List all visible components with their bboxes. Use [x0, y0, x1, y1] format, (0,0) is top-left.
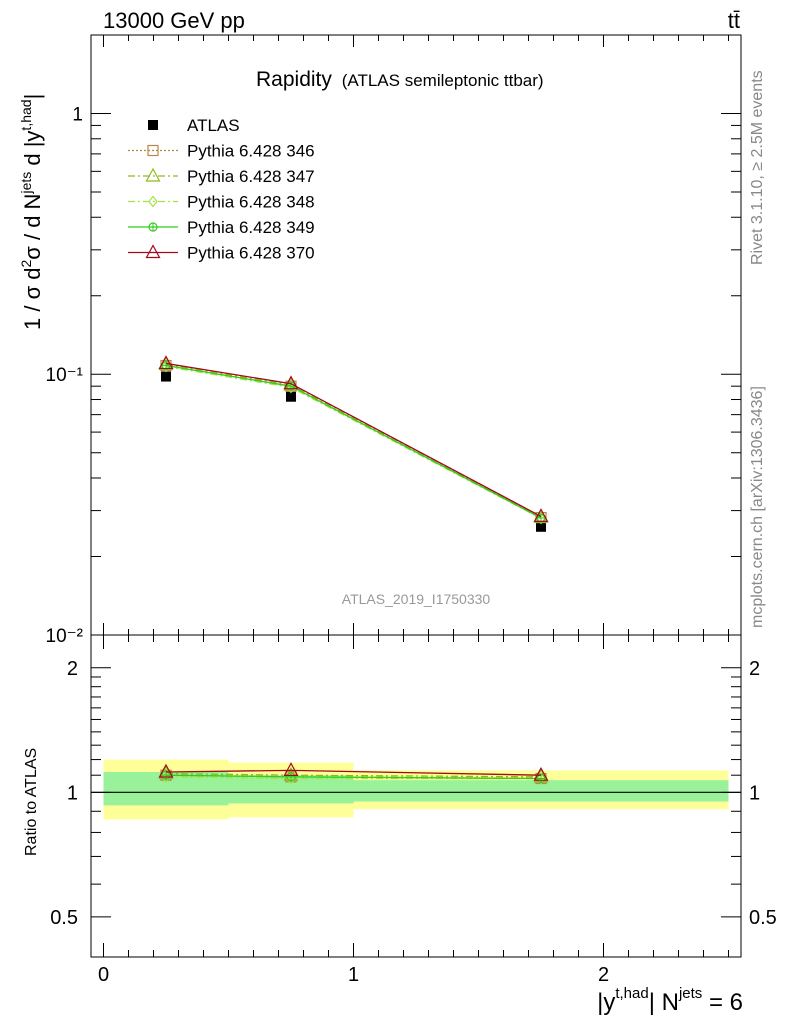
mcplots-site-label: mcplots.cern.ch [arXiv:1306.3436]: [749, 386, 766, 628]
stat-uncertainty-band: [353, 780, 729, 802]
legend-marker: [145, 167, 161, 182]
series-line: [165, 363, 542, 518]
y-tick-label: 10⁻¹: [46, 365, 84, 386]
x-tick-label: 2: [598, 964, 609, 986]
series-4: [161, 360, 546, 523]
ratio-y-tick-label-right: 1: [749, 782, 760, 804]
plot-title-main: Rapidity: [256, 68, 332, 91]
main-panel: 10⁻² 10⁻¹ 1 Rapidity (ATLAS semileptonic t…: [46, 34, 742, 647]
analysis-id-label: ATLAS_2019_I1750330: [342, 591, 491, 607]
rivet-version-label: Rivet 3.1.10, ≥ 2.5M events: [749, 70, 766, 265]
ratio-y-tick-label-left: 2: [67, 658, 78, 680]
main-series-layer: [158, 355, 549, 532]
legend-item: Pythia 6.428 349: [128, 218, 315, 237]
data-point: [533, 508, 549, 522]
data-point: [158, 355, 174, 370]
ratio-panel-frame: [90, 634, 742, 958]
x-axis-label: |yt,had| Njets = 6: [597, 985, 743, 1016]
data-point: [161, 371, 171, 382]
legend-item: Pythia 6.428 370: [128, 244, 315, 263]
ratio-series-layer: [158, 762, 549, 785]
series-3: [161, 360, 546, 525]
data-point: [536, 521, 546, 532]
series-line: [165, 364, 542, 519]
main-y-axis-label: 1 / σ d2σ / d Njets d |yt,had|: [18, 94, 45, 330]
ratio-point: [536, 772, 546, 785]
ratio-panel: 0.5 0.5 1 1 2 2 0 1 2: [50, 634, 777, 986]
y-tick-label: 10⁻²: [46, 626, 84, 647]
series-line: [165, 365, 542, 519]
ratio-y-tick-label-right: 2: [749, 658, 760, 680]
legend-label: Pythia 6.428 349: [187, 218, 315, 237]
ratio-uncertainty-bands: [91, 759, 741, 820]
data-point: [286, 391, 296, 402]
legend-item: Pythia 6.428 348: [128, 193, 315, 212]
y-tick-label: 1: [72, 104, 83, 125]
energy-label: 13000 GeV pp: [103, 8, 245, 33]
series-1: [160, 359, 547, 524]
legend-item: Pythia 6.428 347: [128, 167, 315, 186]
series-5: [158, 355, 549, 522]
ratio-y-tick-label-left: 1: [67, 782, 78, 804]
x-tick-label: 1: [348, 964, 359, 986]
ratio-point: [283, 762, 299, 776]
legend-label: Pythia 6.428 346: [187, 142, 315, 161]
series-2: [158, 356, 549, 523]
series-line: [165, 362, 542, 517]
main-axis-ticks: 10⁻² 10⁻¹ 1: [46, 34, 741, 647]
plot-title: Rapidity (ATLAS semileptonic ttbar): [256, 68, 544, 91]
ratio-series-4: [158, 762, 549, 781]
series-0: [161, 371, 546, 532]
ratio-y-tick-label-left: 0.5: [50, 907, 78, 929]
data-point: [283, 375, 299, 390]
legend-label: ATLAS: [187, 116, 240, 135]
legend-marker: [147, 144, 159, 157]
legend-marker: [145, 244, 161, 259]
data-point: [161, 360, 171, 373]
ratio-y-tick-label-right: 0.5: [749, 907, 777, 929]
legend-item: ATLAS: [148, 116, 240, 135]
ratio-axis-ticks: 0.5 0.5 1 1 2 2 0 1 2: [50, 635, 777, 986]
legend-label: Pythia 6.428 347: [187, 167, 315, 186]
series-line: [165, 364, 542, 519]
ratio-point: [158, 763, 174, 778]
legend-label: Pythia 6.428 348: [187, 193, 315, 212]
legend-marker: [148, 120, 158, 130]
x-tick-label: 0: [98, 964, 109, 986]
plot-title-sub: (ATLAS semileptonic ttbar): [342, 71, 544, 90]
ratio-series-3: [161, 770, 546, 784]
ratio-y-axis-label: Ratio to ATLAS: [23, 748, 40, 856]
legend-item: Pythia 6.428 346: [128, 142, 315, 161]
process-label: tt̄: [728, 8, 740, 33]
legend: ATLAS Pythia 6.428 346 Pythia 6.428 347 Pyt…: [128, 116, 315, 263]
ratio-point: [533, 766, 549, 781]
legend-marker: [148, 195, 158, 208]
legend-label: Pythia 6.428 370: [187, 244, 315, 263]
ratio-line: [165, 769, 542, 776]
